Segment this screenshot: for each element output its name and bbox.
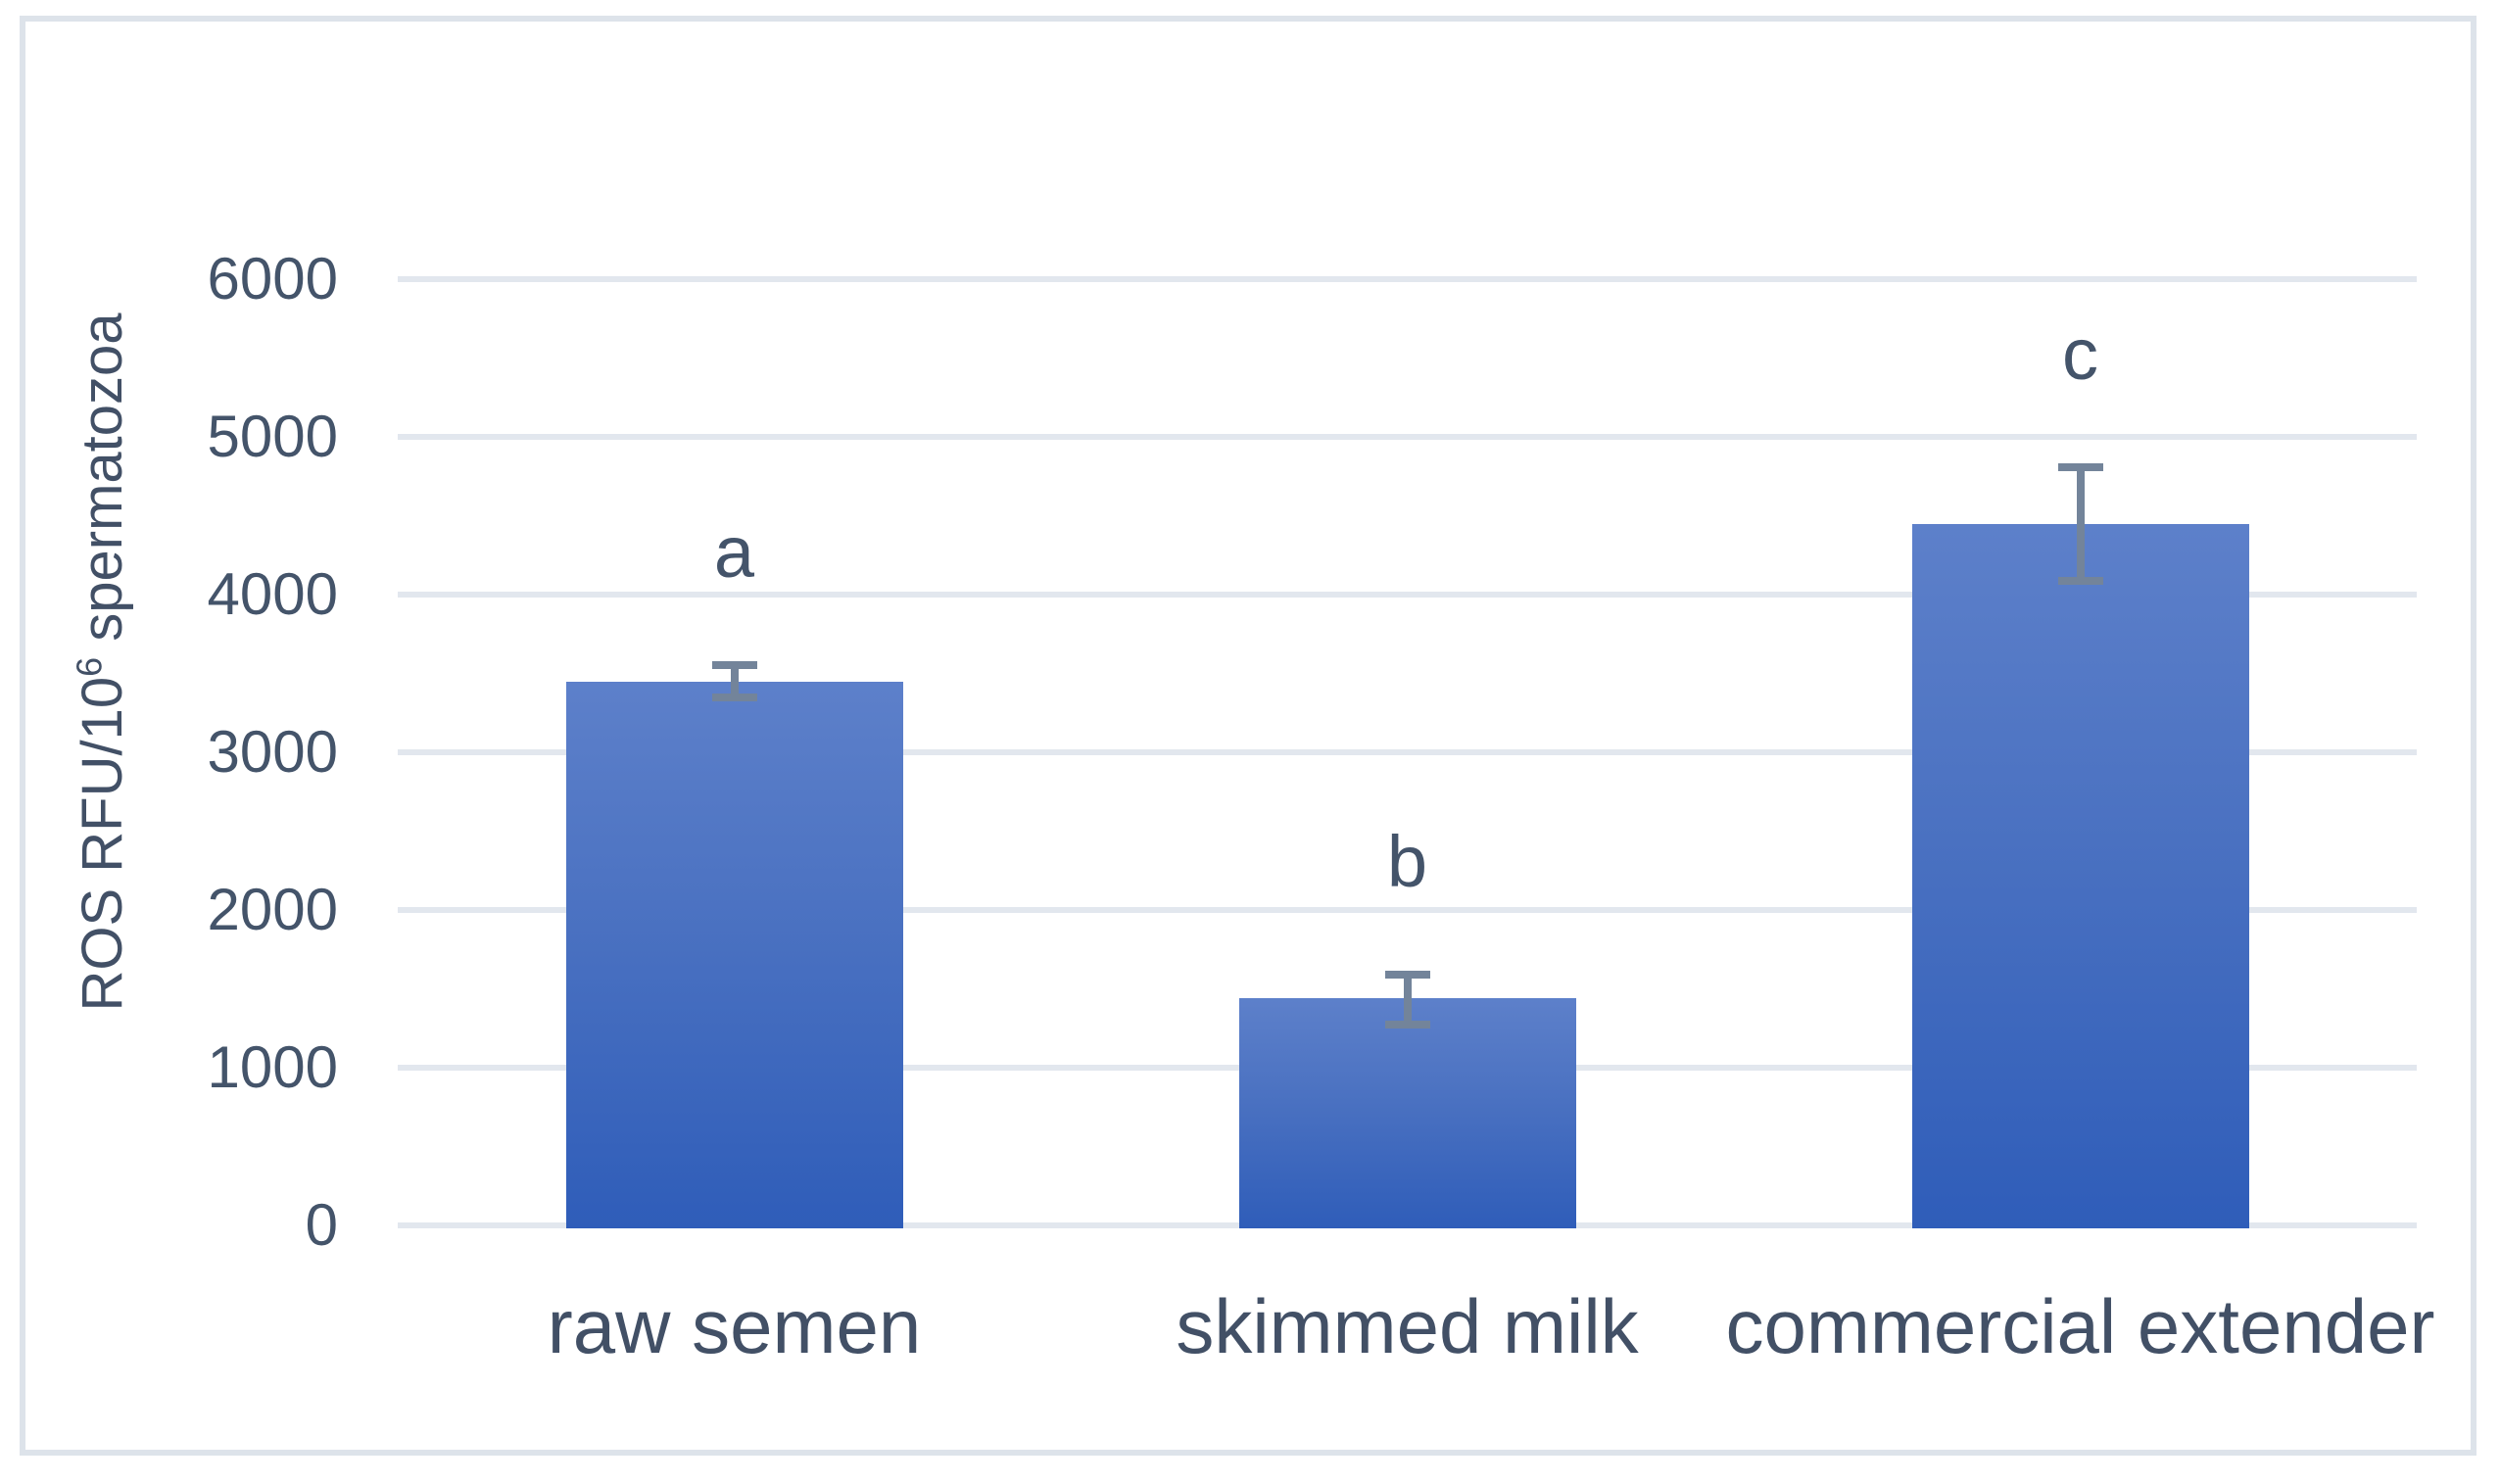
y-tick-label-6000: 6000 <box>207 246 338 311</box>
error-bar-cap-bottom <box>2057 576 2103 585</box>
error-bar-line <box>730 665 739 697</box>
significance-letter-a: a <box>713 511 755 594</box>
gridline-y-3000 <box>398 749 2417 755</box>
y-tick-label-0: 0 <box>305 1192 338 1258</box>
category-label-raw-semen: raw semen <box>547 1283 922 1369</box>
error-bar-line <box>2076 466 2085 581</box>
category-label-commercial-extender: commercial extender <box>1725 1283 2435 1369</box>
error-bar-cap-bottom <box>1384 1020 1430 1029</box>
gridline-y-6000 <box>398 276 2417 282</box>
y-tick-label-3000: 3000 <box>207 719 338 785</box>
error-bar-cap-bottom <box>711 693 757 701</box>
figure-border <box>20 16 2476 1456</box>
y-tick-label-2000: 2000 <box>207 877 338 942</box>
gridline-y-5000 <box>398 434 2417 440</box>
error-bar-cap-top <box>1384 971 1430 979</box>
error-bar-line <box>1403 975 1412 1025</box>
error-bar-cap-top <box>2057 462 2103 471</box>
gridline-y-2000 <box>398 907 2417 913</box>
bar-raw-semen <box>565 681 903 1228</box>
bar-skimmed-milk <box>1238 998 1576 1228</box>
y-tick-label-1000: 1000 <box>207 1034 338 1100</box>
y-tick-label-4000: 4000 <box>207 561 338 627</box>
gridline-y-4000 <box>398 592 2417 598</box>
y-axis-title-prefix: ROS RFU/10 <box>71 676 134 1012</box>
bar-commercial-extender <box>1911 523 2249 1228</box>
category-label-skimmed-milk: skimmed milk <box>1176 1283 1639 1369</box>
y-tick-label-5000: 5000 <box>207 404 338 469</box>
y-axis-title-superscript: 6 <box>69 656 110 677</box>
significance-letter-c: c <box>2062 312 2098 395</box>
y-axis-title-suffix: spermatozoa <box>71 312 134 657</box>
significance-letter-b: b <box>1386 821 1428 902</box>
y-axis-title-text: ROS RFU/106 spermatozoa <box>70 312 134 1012</box>
error-bar-cap-top <box>711 661 757 670</box>
